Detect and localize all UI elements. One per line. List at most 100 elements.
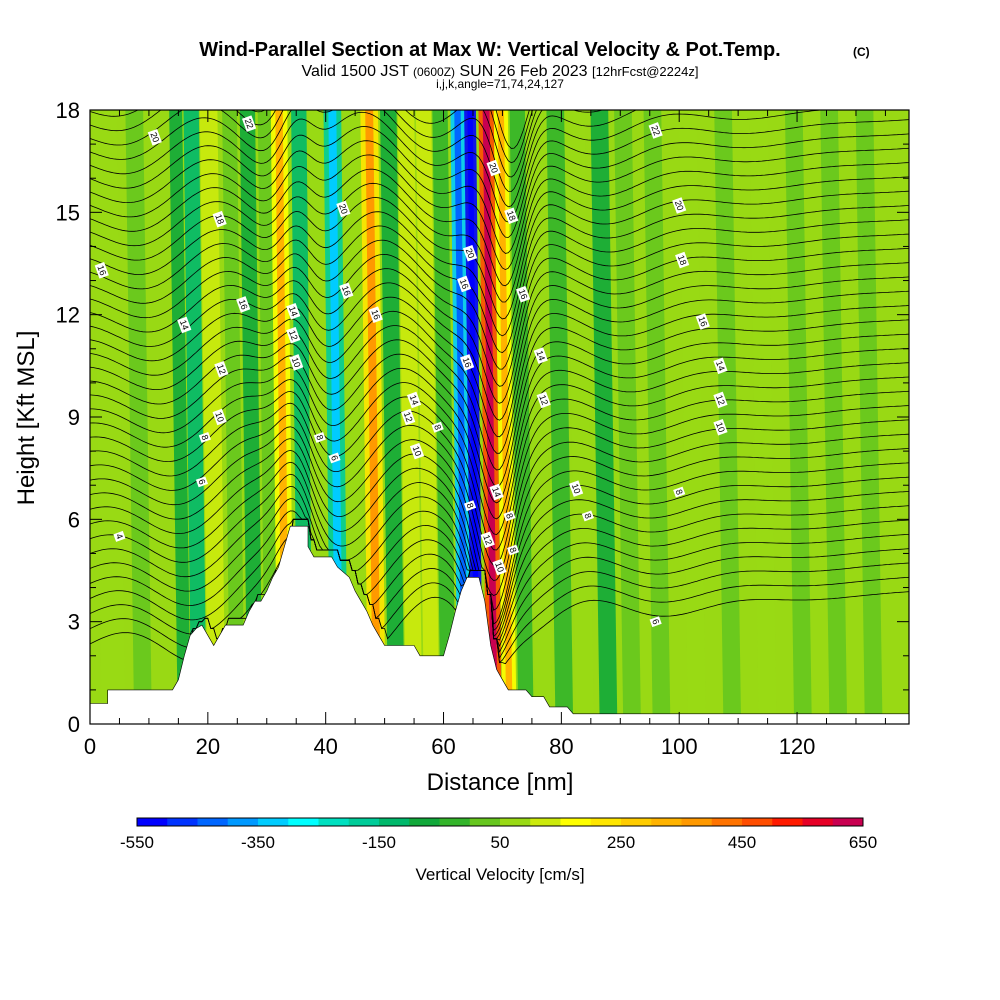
colorbar-swatch xyxy=(832,818,864,826)
contour-label: 16 xyxy=(460,354,475,371)
contour-label: 8 xyxy=(503,510,516,522)
colorbar-swatch xyxy=(379,818,410,826)
contour-label: 16 xyxy=(236,296,251,313)
w-band-2 xyxy=(169,110,191,724)
contour-label: 14 xyxy=(533,347,548,364)
svg-text:6: 6 xyxy=(196,478,207,486)
isentrope-35 xyxy=(90,110,638,208)
w-band-core-21 xyxy=(497,110,513,724)
contour-label: 12 xyxy=(536,391,551,409)
contour-label: 20 xyxy=(147,129,162,146)
svg-text:16: 16 xyxy=(237,298,250,311)
contour-label: 6 xyxy=(328,452,341,464)
isentrope-29 xyxy=(90,176,909,303)
contour-label: 10 xyxy=(289,354,304,371)
svg-text:10: 10 xyxy=(411,445,424,458)
isentrope-37 xyxy=(90,110,537,178)
svg-text:14: 14 xyxy=(714,359,727,372)
colorbar-tick-label: 450 xyxy=(728,833,756,852)
colorbar-swatch xyxy=(560,818,592,826)
colorbar-swatch xyxy=(258,818,289,826)
valid-time-line: Valid 1500 JST (0600Z) SUN 26 Feb 2023 [… xyxy=(302,63,699,80)
w-band-16 xyxy=(415,110,440,724)
colorbar-swatch xyxy=(742,818,773,826)
svg-text:12: 12 xyxy=(537,394,550,407)
colorbar-tick-label: 250 xyxy=(607,833,635,852)
svg-text:14: 14 xyxy=(534,349,547,362)
svg-text:16: 16 xyxy=(696,315,709,328)
svg-text:10: 10 xyxy=(290,356,303,369)
contour-label: 14 xyxy=(713,357,728,375)
svg-text:6: 6 xyxy=(329,454,340,462)
colorbar-swatch xyxy=(409,818,440,826)
isentrope-7 xyxy=(90,473,909,638)
isentrope-22 xyxy=(90,276,909,421)
svg-text:12: 12 xyxy=(481,533,494,546)
isentrope-16 xyxy=(90,362,909,520)
isentrope-20 xyxy=(90,305,909,454)
w-band-33 xyxy=(820,110,848,724)
svg-text:8: 8 xyxy=(674,488,685,496)
y-tick-label: 15 xyxy=(56,200,80,225)
isentrope-38 xyxy=(90,110,534,164)
x-tick-label: 20 xyxy=(196,734,220,759)
plot-area: 4681012141618202216141210861620161412810… xyxy=(89,109,910,725)
isentrope-31 xyxy=(90,147,909,271)
isentrope-24 xyxy=(90,247,909,387)
w-band-core-13 xyxy=(365,110,381,724)
colorbar-swatch xyxy=(772,818,803,826)
colorbar-swatch xyxy=(348,818,380,826)
svg-text:16: 16 xyxy=(369,308,382,321)
svg-text:18: 18 xyxy=(213,213,226,226)
colorbar-swatch xyxy=(288,818,319,826)
isentrope-21 xyxy=(90,290,909,438)
svg-text:20: 20 xyxy=(673,199,686,212)
isentrope-28 xyxy=(90,190,909,320)
colorbar-swatch xyxy=(227,818,259,826)
colorbar-tick-label: -350 xyxy=(241,833,275,852)
w-band-30 xyxy=(714,110,742,724)
contour-label: 12 xyxy=(286,326,301,344)
x-tick-label: 100 xyxy=(661,734,698,759)
isentrope-10 xyxy=(90,438,909,611)
contour-label: 8 xyxy=(313,431,326,443)
y-tick-label: 9 xyxy=(68,405,80,430)
isentrope-19 xyxy=(90,319,909,471)
contour-label: 8 xyxy=(506,544,520,556)
svg-text:12: 12 xyxy=(215,363,228,376)
y-tick-label: 0 xyxy=(68,712,80,737)
x-tick-label: 80 xyxy=(549,734,573,759)
valid-main: Valid 1500 JST xyxy=(302,63,410,80)
valid-utc: (0600Z) xyxy=(413,65,455,79)
w-band-32 xyxy=(784,110,812,724)
w-band-1 xyxy=(125,110,152,724)
colorbar-swatch xyxy=(500,818,531,826)
colorbar-tick-label: 650 xyxy=(849,833,877,852)
contour-label: 16 xyxy=(515,285,531,303)
y-tick-label: 18 xyxy=(56,98,80,123)
contour-label: 18 xyxy=(675,251,690,269)
isentrope-18 xyxy=(90,333,909,488)
w-band-core-18 xyxy=(454,110,468,724)
w-band-24 xyxy=(546,110,574,724)
isentrope-26 xyxy=(90,219,909,353)
x-axis-label: Distance [nm] xyxy=(427,769,574,796)
contour-label: 22 xyxy=(241,115,257,132)
svg-text:16: 16 xyxy=(95,264,108,277)
isentrope-3 xyxy=(90,518,909,654)
chart-title: Wind-Parallel Section at Max W: Vertical… xyxy=(199,39,780,61)
contour-label: 12 xyxy=(214,360,229,378)
colorbar-swatch xyxy=(197,818,229,826)
contour-label: 14 xyxy=(489,483,504,501)
contour-label: 16 xyxy=(94,262,109,279)
x-axis: 0 20 40 60 80 100 120 xyxy=(84,110,886,759)
colorbar-swatch xyxy=(469,818,501,826)
isentrope-9 xyxy=(90,449,909,625)
svg-text:12: 12 xyxy=(402,411,415,424)
contour-label: 16 xyxy=(339,282,354,300)
y-tick-label: 12 xyxy=(56,303,80,328)
contour-label: 4 xyxy=(113,530,126,542)
contour-label: 6 xyxy=(649,616,662,628)
x-tick-label: 60 xyxy=(431,734,455,759)
